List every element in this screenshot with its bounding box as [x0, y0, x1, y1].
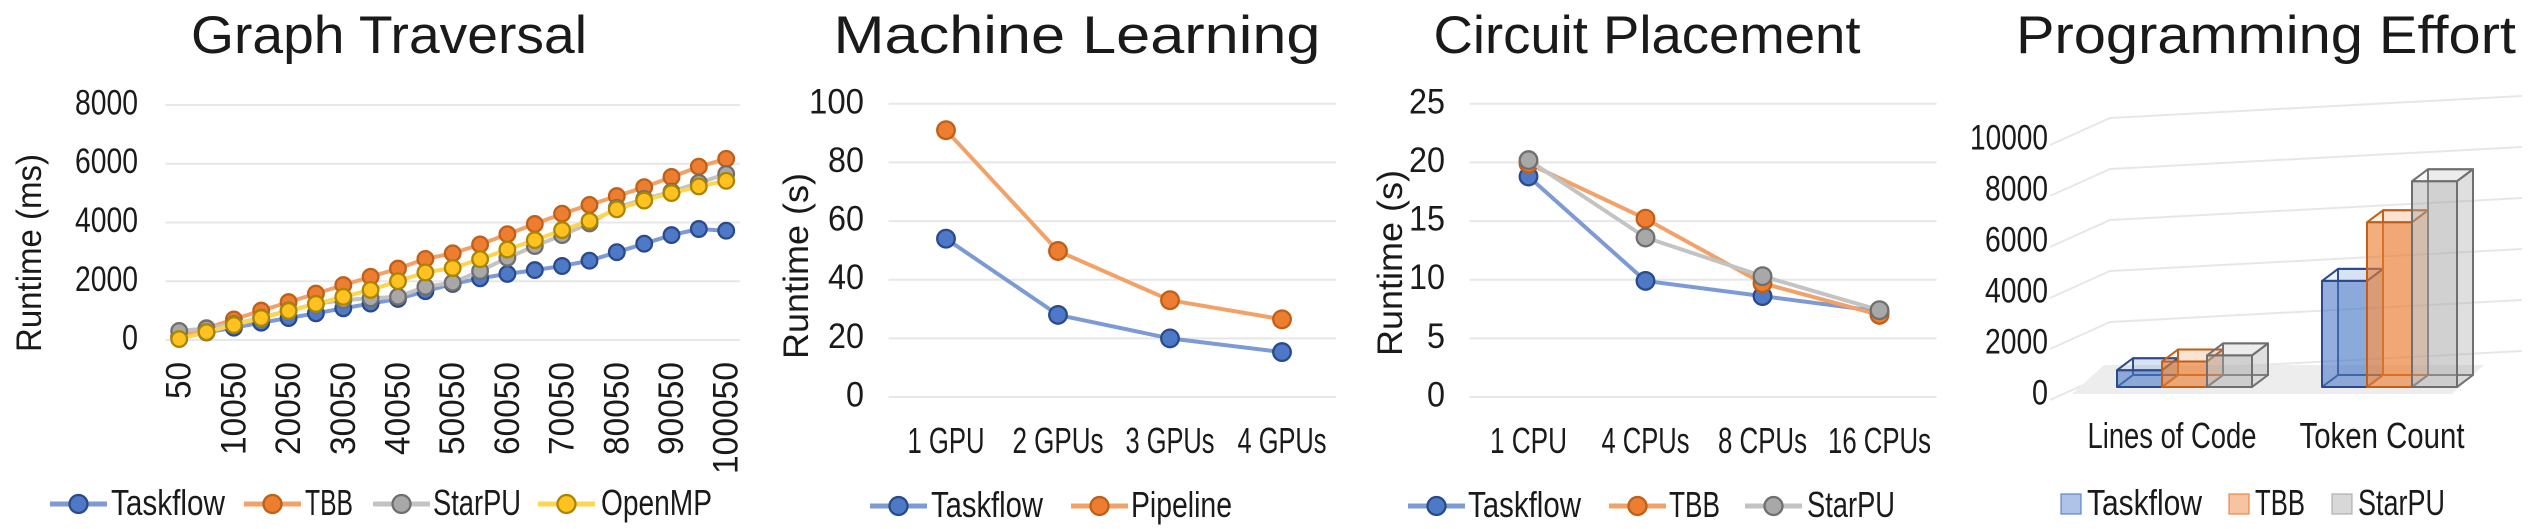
svg-text:Runtime (s): Runtime (s): [777, 173, 816, 359]
svg-text:70050: 70050: [543, 362, 582, 455]
svg-text:4000: 4000: [1985, 272, 2048, 311]
svg-text:2 GPUs: 2 GPUs: [1013, 420, 1104, 461]
svg-text:1 CPU: 1 CPU: [1490, 420, 1567, 461]
svg-text:2000: 2000: [1985, 323, 2048, 362]
svg-text:15: 15: [1409, 200, 1445, 239]
svg-text:Taskflow: Taskflow: [111, 482, 226, 523]
svg-text:60: 60: [828, 200, 864, 239]
svg-text:Runtime (ms): Runtime (ms): [10, 154, 49, 352]
svg-text:Token Count: Token Count: [2300, 415, 2465, 456]
svg-text:10050: 10050: [214, 362, 253, 455]
svg-text:Taskflow: Taskflow: [931, 484, 1044, 525]
svg-text:40: 40: [828, 258, 864, 297]
svg-text:StarPU: StarPU: [433, 482, 521, 523]
svg-text:80050: 80050: [597, 362, 636, 455]
svg-text:100: 100: [809, 82, 864, 121]
svg-text:Lines of Code: Lines of Code: [2088, 415, 2257, 456]
svg-text:4 GPUs: 4 GPUs: [1238, 420, 1327, 461]
svg-text:OpenMP: OpenMP: [601, 482, 712, 523]
svg-text:20: 20: [828, 317, 864, 356]
svg-text:0: 0: [122, 319, 138, 358]
svg-text:0: 0: [2032, 374, 2048, 413]
svg-text:Taskflow: Taskflow: [2087, 482, 2203, 523]
svg-text:50050: 50050: [433, 362, 472, 455]
svg-text:StarPU: StarPU: [2358, 482, 2445, 523]
svg-text:30050: 30050: [324, 362, 363, 455]
svg-text:Runtime (s): Runtime (s): [1371, 170, 1410, 356]
svg-text:0: 0: [846, 376, 864, 415]
svg-text:Programming Effort: Programming Effort: [2016, 6, 2516, 65]
svg-text:4 CPUs: 4 CPUs: [1602, 420, 1690, 461]
svg-text:6000: 6000: [1985, 221, 2048, 260]
svg-text:4000: 4000: [75, 201, 138, 240]
svg-text:Machine Learning: Machine Learning: [834, 6, 1321, 65]
svg-text:90050: 90050: [652, 362, 691, 455]
svg-text:3 GPUs: 3 GPUs: [1126, 420, 1215, 461]
svg-text:10: 10: [1409, 258, 1445, 297]
svg-text:5: 5: [1427, 317, 1445, 356]
svg-text:40050: 40050: [379, 362, 418, 455]
svg-text:Taskflow: Taskflow: [1468, 484, 1582, 525]
svg-text:8 CPUs: 8 CPUs: [1718, 420, 1807, 461]
svg-text:TBB: TBB: [1669, 484, 1720, 525]
svg-text:1 GPU: 1 GPU: [908, 420, 985, 461]
svg-text:Pipeline: Pipeline: [1131, 484, 1232, 525]
svg-text:16 CPUs: 16 CPUs: [1828, 420, 1931, 461]
svg-text:TBB: TBB: [305, 482, 353, 523]
svg-text:10000: 10000: [1970, 119, 2048, 158]
svg-text:20: 20: [1409, 141, 1445, 180]
svg-text:StarPU: StarPU: [1807, 484, 1895, 525]
svg-text:0: 0: [1427, 376, 1445, 415]
svg-text:Graph Traversal: Graph Traversal: [191, 6, 587, 65]
svg-text:50: 50: [160, 362, 199, 399]
svg-text:60050: 60050: [488, 362, 527, 455]
svg-text:80: 80: [828, 141, 864, 180]
svg-text:2000: 2000: [75, 260, 138, 299]
svg-text:20050: 20050: [269, 362, 308, 455]
svg-text:TBB: TBB: [2255, 482, 2305, 523]
svg-text:8000: 8000: [1985, 170, 2048, 209]
svg-text:100050: 100050: [707, 362, 746, 474]
svg-text:8000: 8000: [75, 84, 138, 123]
svg-text:6000: 6000: [75, 142, 138, 181]
svg-text:25: 25: [1409, 82, 1445, 121]
svg-text:Circuit Placement: Circuit Placement: [1434, 6, 1861, 65]
